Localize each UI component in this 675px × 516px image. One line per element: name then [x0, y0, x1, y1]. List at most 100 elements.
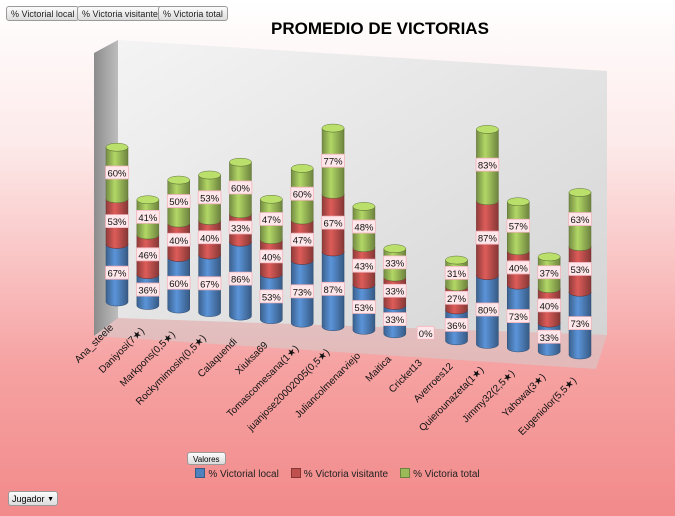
data-label: 67%	[105, 265, 129, 280]
data-label: 37%	[537, 265, 561, 279]
svg-text:63%: 63%	[570, 215, 590, 226]
svg-text:73%: 73%	[293, 287, 313, 298]
valores-button[interactable]: Valores	[187, 452, 226, 465]
svg-text:53%: 53%	[107, 217, 127, 228]
svg-text:37%: 37%	[540, 268, 560, 279]
svg-text:40%: 40%	[509, 263, 529, 274]
svg-text:0%: 0%	[419, 329, 433, 340]
svg-text:53%: 53%	[200, 193, 220, 204]
data-label: 46%	[136, 247, 160, 261]
svg-text:40%: 40%	[540, 301, 560, 312]
data-label: 53%	[197, 190, 222, 204]
legend-label: % Victorial local	[208, 469, 279, 480]
svg-text:40%: 40%	[262, 252, 282, 263]
chart-title: PROMEDIO DE VICTORIAS	[271, 19, 489, 38]
svg-text:60%: 60%	[107, 169, 127, 180]
data-label: 77%	[321, 153, 345, 168]
data-label: 40%	[506, 260, 531, 274]
legend-item: % Victorial local	[195, 468, 279, 480]
data-label: 47%	[290, 232, 314, 247]
svg-text:33%: 33%	[385, 258, 405, 269]
x-tick-label: Quierounazeta(1★)	[417, 365, 486, 434]
svg-text:86%: 86%	[231, 275, 251, 286]
field-button-victoria-total[interactable]: % Victoria total	[158, 6, 228, 21]
data-label: 87%	[475, 230, 500, 245]
data-label: 40%	[259, 249, 284, 263]
data-label: 60%	[290, 186, 314, 201]
legend: % Victorial local % Victoria visitante % V…	[0, 468, 675, 480]
svg-text:36%: 36%	[447, 321, 467, 332]
data-label: 73%	[290, 284, 314, 298]
legend-swatch	[290, 468, 301, 478]
svg-text:48%: 48%	[354, 223, 374, 234]
svg-text:60%: 60%	[169, 279, 189, 290]
x-tick-label: Eugeniolor(5,5★)	[517, 375, 579, 437]
svg-text:43%: 43%	[354, 262, 374, 273]
svg-text:50%: 50%	[169, 197, 189, 208]
x-tick-label: Juliancolmenarviejo	[293, 350, 363, 420]
svg-text:31%: 31%	[447, 269, 467, 280]
svg-text:33%: 33%	[540, 333, 560, 344]
data-label: 63%	[568, 212, 592, 226]
svg-text:33%: 33%	[385, 287, 405, 298]
data-label: 50%	[166, 194, 191, 208]
svg-text:83%: 83%	[478, 161, 498, 172]
data-label: 57%	[506, 218, 531, 233]
data-label: 41%	[136, 209, 160, 224]
svg-text:57%: 57%	[509, 222, 529, 233]
data-label: 0%	[416, 325, 435, 340]
jugador-dropdown[interactable]: Jugador ▼	[8, 491, 58, 506]
data-label: 60%	[105, 165, 129, 180]
legend-label: % Victoria visitante	[303, 469, 389, 480]
svg-text:40%: 40%	[169, 236, 189, 247]
data-label: 40%	[166, 232, 191, 247]
legend-swatch	[400, 468, 411, 478]
data-label: 40%	[537, 298, 561, 312]
data-label: 33%	[537, 329, 561, 344]
svg-text:80%: 80%	[478, 306, 498, 317]
data-label: 43%	[352, 258, 376, 273]
legend-item: % Victoria visitante	[290, 468, 389, 480]
data-label: 36%	[444, 317, 469, 332]
svg-text:40%: 40%	[200, 233, 220, 244]
legend-swatch	[195, 468, 206, 478]
svg-text:87%: 87%	[478, 234, 498, 245]
data-label: 40%	[197, 230, 222, 244]
data-label: 33%	[382, 283, 407, 298]
data-label: 60%	[228, 180, 253, 194]
svg-text:36%: 36%	[138, 286, 158, 297]
data-label: 67%	[197, 276, 222, 290]
svg-text:53%: 53%	[570, 265, 590, 276]
data-label: 60%	[166, 275, 191, 290]
svg-text:33%: 33%	[385, 315, 405, 326]
data-label: 53%	[259, 289, 284, 303]
svg-text:60%: 60%	[231, 183, 251, 194]
data-label: 36%	[136, 282, 160, 297]
svg-text:41%: 41%	[138, 213, 158, 224]
legend-item: % Victoria total	[400, 468, 480, 480]
data-label: 33%	[382, 312, 407, 326]
data-label: 73%	[568, 316, 592, 330]
svg-text:67%: 67%	[200, 279, 220, 290]
data-label: 67%	[321, 215, 345, 230]
data-label: 53%	[568, 262, 592, 276]
data-label: 83%	[475, 157, 500, 172]
legend-label: % Victoria total	[413, 469, 480, 480]
x-tick-label: Maitica	[364, 354, 394, 384]
data-label: 80%	[475, 302, 500, 317]
data-label: 73%	[506, 309, 531, 323]
jugador-dropdown-label: Jugador	[12, 494, 45, 504]
data-label: 87%	[321, 281, 345, 296]
svg-text:53%: 53%	[262, 292, 282, 303]
data-label: 53%	[352, 300, 376, 314]
svg-text:87%: 87%	[324, 285, 344, 296]
data-label: 86%	[228, 271, 253, 286]
data-label: 33%	[228, 220, 253, 234]
data-label: 53%	[105, 214, 129, 228]
data-label: 27%	[444, 290, 469, 305]
data-label: 47%	[259, 212, 284, 226]
data-label: 31%	[444, 265, 469, 280]
svg-text:73%: 73%	[509, 312, 529, 323]
svg-text:47%: 47%	[262, 215, 282, 226]
